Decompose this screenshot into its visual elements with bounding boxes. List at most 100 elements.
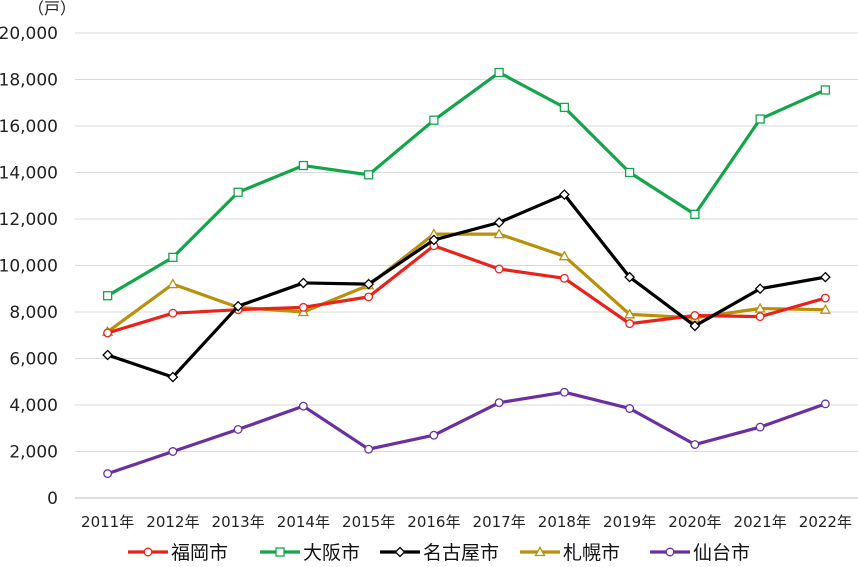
- legend-swatch-marker: [143, 547, 153, 557]
- series-line: [107, 244, 826, 335]
- legend-swatch-marker: [534, 546, 546, 557]
- data-point: [689, 320, 701, 332]
- data-point: [558, 250, 570, 261]
- legend-item: 仙台市: [650, 542, 750, 564]
- x-tick-label: 2011年: [81, 513, 134, 531]
- series-line: [106, 70, 827, 298]
- y-tick-label: 14,000: [0, 164, 58, 184]
- x-tick-label: 2020年: [668, 513, 721, 531]
- data-point: [754, 283, 766, 295]
- data-point: [168, 447, 178, 456]
- data-point: [624, 271, 636, 283]
- grid-lines: [75, 32, 858, 499]
- x-tick-label: 2017年: [473, 513, 526, 531]
- legend-label: 札幌市: [563, 542, 620, 564]
- x-axis-ticks: 2011年 2012年 2013年 2014年 2015年 2016年 2017年 2018年…: [81, 513, 852, 531]
- y-tick-label: 4,000: [9, 396, 58, 416]
- data-point: [754, 302, 766, 313]
- data-point: [494, 264, 504, 274]
- data-point: [364, 444, 374, 454]
- series-lines: [102, 67, 831, 479]
- data-point: [167, 371, 179, 383]
- data-point: [233, 424, 243, 434]
- y-tick-label: 18,000: [0, 71, 58, 91]
- data-point: [820, 293, 830, 303]
- data-point: [559, 387, 569, 397]
- data-point: [625, 404, 635, 413]
- data-point: [167, 278, 179, 289]
- legend: 福岡市 大阪市 名古屋市 札幌市 仙台市: [128, 542, 750, 564]
- legend-item: 福岡市: [128, 542, 228, 564]
- x-tick-label: 2022年: [799, 513, 852, 531]
- series-3: [102, 189, 831, 383]
- data-point: [493, 217, 505, 228]
- series-line: [107, 192, 826, 379]
- legend-item: 名古屋市: [380, 542, 499, 564]
- data-point: [820, 85, 831, 95]
- data-point: [559, 102, 570, 113]
- data-point: [755, 114, 765, 124]
- data-point: [690, 209, 700, 220]
- x-tick-label: 2018年: [538, 513, 591, 531]
- y-tick-label: 2,000: [9, 443, 58, 463]
- series-1: [103, 241, 830, 338]
- series-5: [103, 387, 830, 479]
- y-tick-label: 6,000: [9, 350, 58, 370]
- data-point: [103, 469, 113, 479]
- series-4: [102, 228, 831, 336]
- data-point: [102, 291, 113, 301]
- data-point: [297, 277, 309, 289]
- data-point: [103, 328, 113, 338]
- legend-swatch-marker: [275, 547, 285, 557]
- x-tick-label: 2013年: [212, 513, 265, 531]
- x-tick-label: 2019年: [603, 513, 656, 531]
- y-tick-label: 12,000: [0, 210, 58, 230]
- data-point: [755, 422, 765, 432]
- data-point: [625, 319, 635, 329]
- y-tick-label: 8,000: [9, 303, 58, 323]
- y-tick-label: 0: [47, 489, 58, 509]
- data-point: [624, 308, 636, 319]
- data-point: [690, 440, 700, 449]
- data-point: [298, 160, 309, 171]
- data-point: [820, 399, 830, 409]
- data-point: [298, 302, 308, 312]
- legend-item: 大阪市: [260, 542, 360, 564]
- y-axis-ticks: 0 2,000 4,000 6,000 8,000 10,000 12,000 14,000 1…: [0, 24, 58, 509]
- legend-swatch-marker: [394, 546, 406, 558]
- legend-label: 名古屋市: [423, 542, 499, 564]
- legend-label: 大阪市: [303, 542, 360, 564]
- data-point: [168, 308, 178, 318]
- data-point: [363, 170, 374, 180]
- data-point: [233, 187, 243, 197]
- y-tick-label: 20,000: [0, 24, 58, 44]
- data-point: [558, 189, 570, 201]
- data-point: [232, 300, 244, 312]
- series-2: [102, 67, 831, 301]
- data-point: [429, 115, 439, 125]
- data-point: [690, 311, 700, 320]
- legend-label: 仙台市: [693, 542, 750, 564]
- y-tick-label: 16,000: [0, 117, 58, 137]
- data-point: [819, 271, 831, 283]
- data-point: [363, 278, 375, 290]
- data-point: [559, 273, 569, 283]
- data-point: [755, 312, 765, 322]
- data-point: [102, 349, 114, 361]
- data-point: [364, 292, 374, 302]
- data-point: [624, 167, 635, 178]
- data-point: [494, 398, 504, 408]
- legend-label: 福岡市: [171, 542, 228, 564]
- data-point: [168, 252, 178, 263]
- data-point: [429, 430, 439, 440]
- x-tick-label: 2012年: [146, 513, 199, 531]
- legend-item: 札幌市: [520, 542, 620, 564]
- data-point: [298, 401, 308, 411]
- data-point: [819, 303, 831, 314]
- y-axis-unit-label: （戸）: [28, 0, 76, 18]
- x-tick-label: 2015年: [342, 513, 395, 531]
- x-tick-label: 2021年: [734, 513, 787, 531]
- data-point: [494, 67, 504, 78]
